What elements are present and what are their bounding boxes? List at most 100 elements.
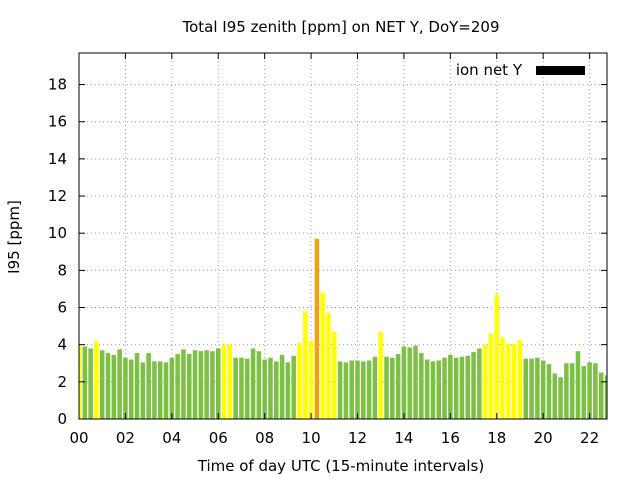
bar (157, 361, 163, 419)
bar (395, 353, 401, 419)
bar (401, 346, 407, 419)
bar (297, 342, 302, 419)
x-tick-label: 10 (302, 429, 321, 447)
bar (366, 360, 372, 419)
bar (320, 292, 325, 419)
bar (593, 363, 598, 419)
bar (535, 357, 540, 419)
bar (488, 333, 494, 419)
bar (303, 311, 308, 419)
bar (558, 377, 563, 419)
x-tick-label: 08 (255, 429, 274, 447)
bar (268, 357, 273, 419)
bar (239, 357, 244, 419)
bar (163, 362, 169, 419)
bar (227, 344, 233, 419)
bar (343, 362, 349, 419)
plot-frame (78, 52, 608, 420)
bar (511, 343, 517, 419)
bar (540, 360, 546, 419)
x-tick-label: 18 (487, 429, 506, 447)
bars (79, 238, 607, 419)
bar (111, 354, 117, 419)
x-tick-label: 22 (580, 429, 599, 447)
bar (128, 359, 134, 419)
legend-label: ion net Y (456, 61, 523, 79)
y-tick-label: 0 (57, 410, 67, 428)
bar (99, 350, 105, 419)
bar (332, 331, 337, 419)
y-tick-label: 4 (57, 336, 67, 354)
bar (146, 353, 151, 419)
bar (436, 360, 441, 419)
bar (552, 373, 558, 419)
y-tick-label: 16 (48, 113, 67, 131)
bar (453, 357, 459, 419)
bar (181, 349, 186, 419)
x-tick-label: 20 (534, 429, 553, 447)
x-tick-label: 02 (116, 429, 135, 447)
bar (308, 340, 314, 419)
bar (152, 361, 157, 419)
bar (465, 355, 471, 419)
bar (529, 358, 534, 419)
bar (372, 356, 378, 419)
bar (506, 343, 511, 419)
bar (430, 361, 436, 419)
bar (88, 348, 93, 419)
bar (517, 340, 523, 419)
bar (117, 349, 122, 419)
bar (448, 354, 453, 419)
bar (82, 346, 88, 419)
bar (256, 351, 262, 419)
bar (233, 357, 238, 419)
bar (494, 294, 500, 419)
bar (424, 359, 430, 419)
x-tick-label: 00 (69, 429, 88, 447)
bar (419, 353, 424, 419)
bar (604, 375, 607, 419)
bar (361, 361, 366, 419)
bar (569, 363, 575, 419)
x-tick-label: 16 (441, 429, 460, 447)
bar (204, 350, 209, 419)
bar (262, 359, 267, 419)
bar (186, 353, 192, 419)
bar (285, 362, 291, 419)
y-tick-labels: 0 2 4 6 8 10 12 14 16 18 (48, 76, 67, 428)
bar (105, 353, 111, 419)
bar (279, 354, 285, 419)
bar (245, 358, 250, 419)
bar (192, 350, 198, 419)
bar (407, 347, 412, 419)
y-tick-label: 18 (48, 76, 67, 94)
bar (210, 351, 215, 419)
bar (140, 362, 146, 419)
y-tick-label: 6 (57, 299, 67, 317)
bar (337, 361, 343, 419)
y-tick-label: 12 (48, 187, 67, 205)
bar (221, 344, 227, 419)
x-tick-label: 04 (162, 429, 181, 447)
x-axis-label: Time of day UTC (15-minute intervals) (197, 457, 484, 475)
x-tick-label: 14 (394, 429, 413, 447)
bar (314, 238, 320, 419)
y-tick-label: 2 (57, 373, 67, 391)
bar (523, 358, 529, 419)
bar (500, 337, 505, 419)
x-tick-labels: 00 02 04 06 08 10 12 14 16 18 20 22 (69, 429, 599, 447)
bar (581, 366, 587, 419)
y-tick-label: 8 (57, 261, 67, 279)
bar (326, 313, 331, 419)
bar (442, 357, 447, 419)
y-tick-label: 14 (48, 150, 67, 168)
y-axis-label: I95 [ppm] (5, 200, 23, 274)
bar (477, 348, 482, 419)
bar (349, 360, 354, 419)
bar (355, 360, 360, 419)
bar (482, 344, 488, 419)
legend: ion net Y (456, 61, 585, 79)
bar (390, 357, 395, 419)
bar (575, 351, 581, 419)
